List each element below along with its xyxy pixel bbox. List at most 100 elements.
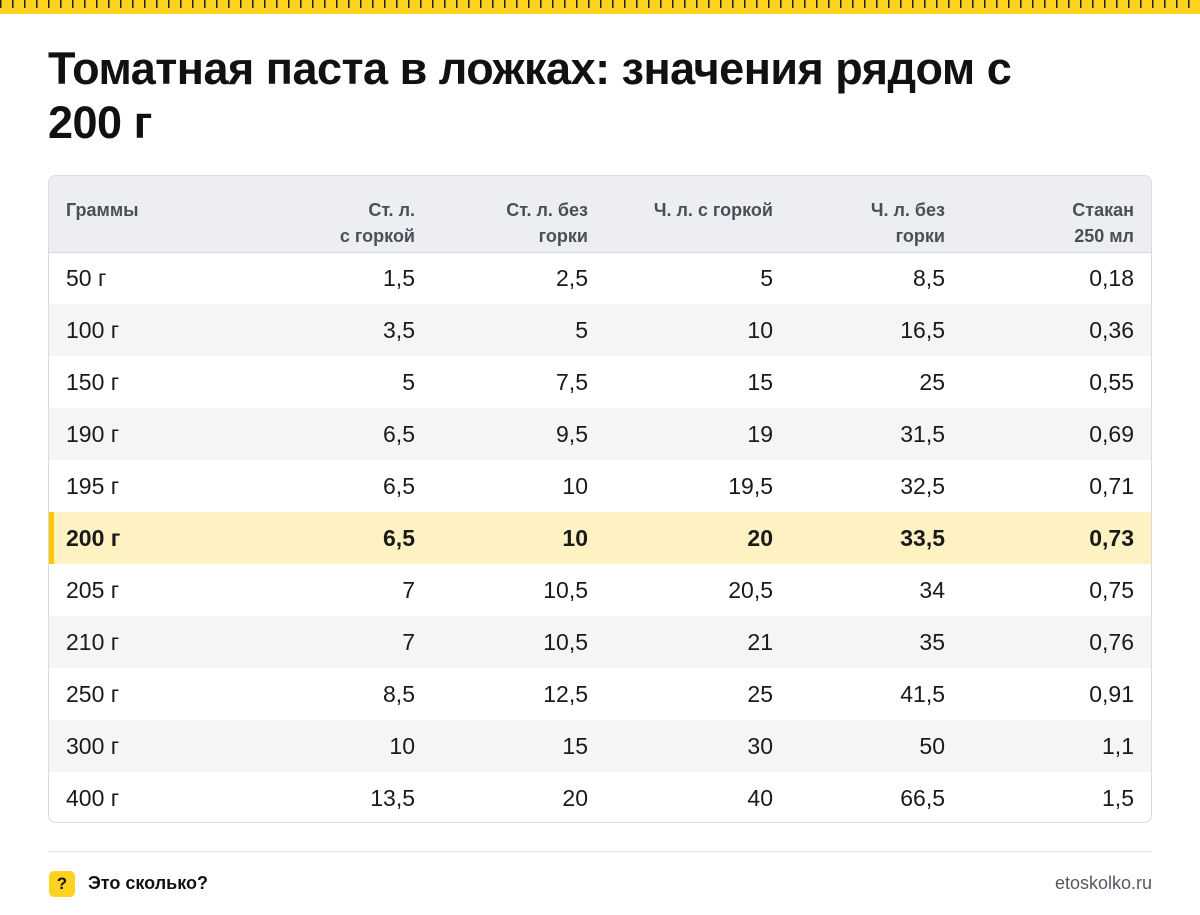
cell-tbsp-level: 12,5 (543, 680, 588, 707)
cell-tsp-level: 50 (773, 720, 945, 772)
cell-tbsp-level: 10 (562, 472, 588, 499)
cell-tsp-heaped: 20 (588, 512, 773, 564)
cell-tsp-heaped: 19,5 (728, 472, 773, 499)
cell-grams: 400 г (66, 784, 120, 811)
table-row: 400 г 13,5 20 40 66,5 1,5 (49, 772, 1151, 822)
cell-tbsp-heaped: 7 (402, 576, 415, 603)
cell-tbsp-heaped: 7 (169, 616, 415, 668)
table-row: 190 г 6,5 9,5 19 31,5 0,69 (49, 408, 1151, 460)
column-header-tsp-level: Ч. л. без горки (773, 176, 945, 253)
cell-cup-250ml: 0,69 (945, 408, 1134, 460)
row-end-pad (1134, 564, 1151, 616)
row-end-pad (1134, 356, 1151, 408)
cell-grams: 300 г (49, 720, 169, 772)
site-link[interactable]: etoskolko.ru (1054, 873, 1152, 893)
cell-tsp-heaped: 25 (747, 680, 773, 707)
cell-tsp-level: 8,5 (913, 264, 945, 291)
column-header-tbsp-level: Ст. л. без горки (415, 176, 588, 253)
cell-grams: 205 г (66, 576, 120, 603)
table-row: 210 г 7 10,5 21 35 0,76 (49, 616, 1151, 668)
column-header-tbsp-heaped: Ст. л. с горкой (169, 176, 415, 253)
row-end-pad (1134, 252, 1151, 304)
cell-tbsp-level: 9,5 (415, 408, 588, 460)
row-end-pad (1134, 616, 1151, 668)
cell-tbsp-level: 10 (415, 512, 588, 564)
column-header-tsp-heaped: Ч. л. с горкой (588, 176, 773, 253)
row-end-pad (1134, 772, 1151, 822)
conversion-table-card: Граммы Ст. л. с горкой Ст. л. без горки … (48, 175, 1152, 823)
cell-tbsp-heaped: 5 (402, 368, 415, 395)
column-header-cup-250ml: Стакан 250 мл (945, 176, 1134, 253)
row-end-pad (1134, 668, 1151, 720)
cell-tbsp-level: 15 (415, 720, 588, 772)
cell-tsp-level: 34 (919, 576, 945, 603)
cell-tsp-level: 16,5 (773, 304, 945, 356)
cell-tbsp-level: 5 (415, 304, 588, 356)
cell-tbsp-level: 10,5 (543, 576, 588, 603)
table-row-highlighted: 200 г 6,5 10 20 33,5 0,73 (49, 512, 1151, 564)
table-header-row: Граммы Ст. л. с горкой Ст. л. без горки … (49, 176, 1151, 253)
row-end-pad (1134, 512, 1151, 564)
conversion-table: Граммы Ст. л. с горкой Ст. л. без горки … (49, 176, 1151, 822)
cell-cup-250ml: 0,71 (1089, 472, 1134, 499)
table-row: 150 г 5 7,5 15 25 0,55 (49, 356, 1151, 408)
cell-grams: 190 г (49, 408, 169, 460)
row-end-pad (1134, 460, 1151, 512)
ruler-strip (0, 0, 1200, 14)
cell-tsp-heaped: 10 (588, 304, 773, 356)
cell-tsp-level: 66,5 (900, 784, 945, 811)
cell-tsp-level: 33,5 (773, 512, 945, 564)
cell-tsp-heaped: 21 (588, 616, 773, 668)
page-title: Томатная паста в ложках: значения рядом … (48, 43, 1012, 148)
table-body: 50 г 1,5 2,5 5 8,5 0,18 100 г 3,5 5 10 16,5 0,36 150… (49, 252, 1151, 822)
cell-tbsp-heaped: 10 (169, 720, 415, 772)
cell-tsp-heaped: 20,5 (728, 576, 773, 603)
cell-cup-250ml: 0,36 (945, 304, 1134, 356)
cell-cup-250ml: 0,55 (1089, 368, 1134, 395)
cell-tbsp-level: 2,5 (556, 264, 588, 291)
cell-cup-250ml: 0,75 (1089, 576, 1134, 603)
cell-cup-250ml: 0,91 (1089, 680, 1134, 707)
footer-divider (48, 851, 1152, 852)
cell-grams: 200 г (49, 512, 169, 564)
brand-name: Это сколько? (88, 873, 208, 893)
table-row: 205 г 7 10,5 20,5 34 0,75 (49, 564, 1151, 616)
cell-tbsp-heaped: 13,5 (370, 784, 415, 811)
cell-tbsp-heaped: 8,5 (383, 680, 415, 707)
cell-tsp-heaped: 40 (747, 784, 773, 811)
brand-logo-icon: ? (49, 871, 75, 897)
cell-cup-250ml: 0,76 (945, 616, 1134, 668)
cell-tbsp-heaped: 6,5 (169, 408, 415, 460)
cell-grams: 100 г (49, 304, 169, 356)
cell-grams: 50 г (66, 264, 107, 291)
cell-tbsp-heaped: 1,5 (383, 264, 415, 291)
cell-tbsp-level: 7,5 (556, 368, 588, 395)
table-row: 195 г 6,5 10 19,5 32,5 0,71 (49, 460, 1151, 512)
cell-tbsp-heaped: 6,5 (169, 512, 415, 564)
column-header-grams: Граммы (49, 176, 169, 253)
row-end-pad (1134, 408, 1151, 460)
cell-tsp-heaped: 15 (747, 368, 773, 395)
table-row: 100 г 3,5 5 10 16,5 0,36 (49, 304, 1151, 356)
cell-tbsp-level: 10,5 (415, 616, 588, 668)
row-end-pad (1134, 304, 1151, 356)
cell-tsp-level: 35 (773, 616, 945, 668)
cell-cup-250ml: 1,1 (945, 720, 1134, 772)
cell-tbsp-heaped: 6,5 (383, 472, 415, 499)
row-end-pad (1134, 720, 1151, 772)
cell-cup-250ml: 1,5 (1102, 784, 1134, 811)
cell-tsp-level: 31,5 (773, 408, 945, 460)
cell-grams: 210 г (49, 616, 169, 668)
cell-grams: 250 г (66, 680, 120, 707)
cell-tsp-heaped: 5 (760, 264, 773, 291)
cell-tsp-level: 25 (919, 368, 945, 395)
cell-tsp-heaped: 30 (588, 720, 773, 772)
cell-grams: 195 г (66, 472, 120, 499)
cell-cup-250ml: 0,18 (1089, 264, 1134, 291)
header-end-pad (1134, 176, 1151, 253)
cell-tsp-level: 32,5 (900, 472, 945, 499)
table-row: 250 г 8,5 12,5 25 41,5 0,91 (49, 668, 1151, 720)
cell-cup-250ml: 0,73 (945, 512, 1134, 564)
cell-tbsp-level: 20 (562, 784, 588, 811)
table-row: 50 г 1,5 2,5 5 8,5 0,18 (49, 252, 1151, 304)
